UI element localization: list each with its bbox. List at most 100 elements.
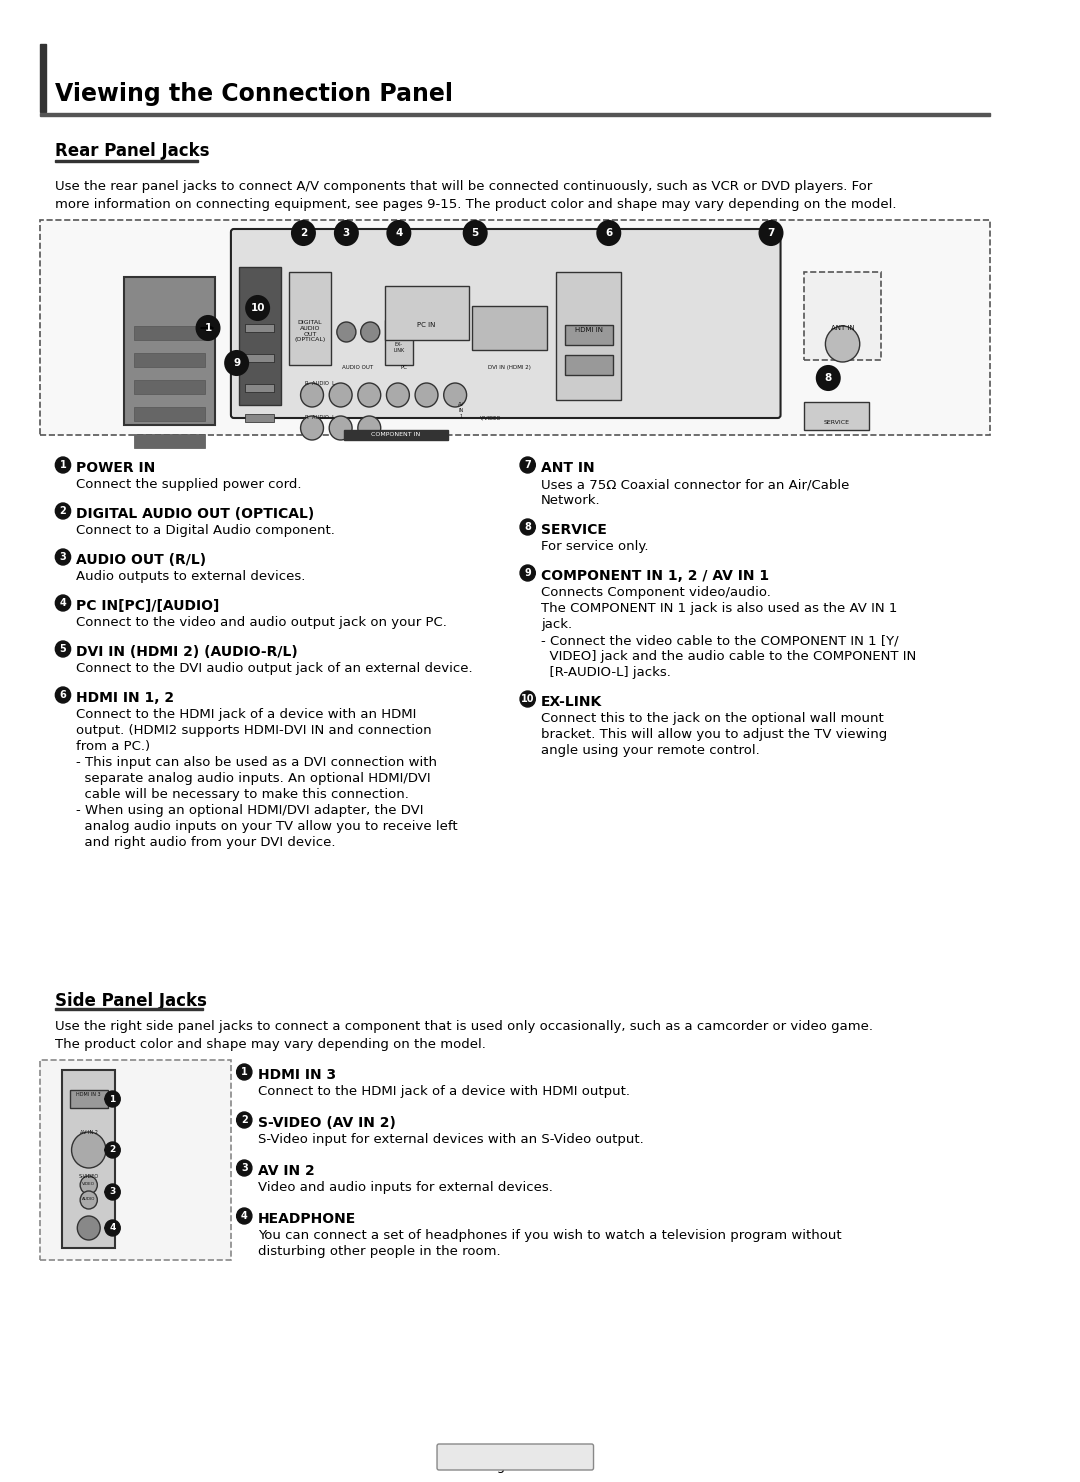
Text: Uses a 75Ω Coaxial connector for an Air/Cable: Uses a 75Ω Coaxial connector for an Air/… (541, 479, 849, 491)
Bar (565, 356, 612, 375)
Text: Connects Component video/audio.: Connects Component video/audio. (541, 585, 771, 599)
Text: VIDEO: VIDEO (82, 1183, 95, 1186)
Text: [R-AUDIO-L] jacks.: [R-AUDIO-L] jacks. (541, 665, 671, 679)
Text: HDMI IN 3: HDMI IN 3 (77, 1092, 102, 1097)
Text: R  AUDIO  L: R AUDIO L (306, 381, 336, 385)
Bar (40, 1060, 231, 1260)
Text: 3: 3 (241, 1163, 247, 1172)
Text: S-Video input for external devices with an S-Video output.: S-Video input for external devices with … (258, 1134, 644, 1146)
Text: HDMI IN: HDMI IN (575, 328, 603, 333)
Text: 1: 1 (109, 1095, 116, 1104)
Circle shape (71, 1132, 106, 1168)
Bar (134, 434, 205, 448)
Circle shape (55, 642, 70, 657)
Circle shape (55, 688, 70, 702)
Bar (245, 354, 274, 362)
Text: R  AUDIO  L: R AUDIO L (306, 415, 336, 419)
Circle shape (825, 326, 860, 362)
Text: VIDEO] jack and the audio cable to the COMPONENT IN: VIDEO] jack and the audio cable to the C… (541, 651, 916, 662)
Text: 2: 2 (241, 1114, 247, 1125)
Text: 4: 4 (395, 228, 403, 239)
Text: 5: 5 (59, 645, 66, 654)
Text: angle using your remote control.: angle using your remote control. (541, 744, 760, 757)
Circle shape (463, 221, 487, 245)
Circle shape (597, 221, 620, 245)
Text: 2: 2 (109, 1146, 116, 1154)
Circle shape (246, 296, 269, 320)
Text: PC IN[PC]/[AUDIO]: PC IN[PC]/[AUDIO] (77, 599, 219, 614)
Text: 6: 6 (605, 228, 612, 239)
Text: 8: 8 (825, 373, 832, 382)
Text: EX-LINK: EX-LINK (541, 695, 603, 708)
Bar (40, 113, 989, 116)
Circle shape (387, 382, 409, 408)
Text: from a PC.): from a PC.) (77, 740, 150, 753)
Text: Rear Panel Jacks: Rear Panel Jacks (55, 142, 210, 160)
Circle shape (78, 1217, 100, 1240)
Text: 6: 6 (59, 691, 66, 700)
Text: output. (HDMI2 supports HDMI-DVI IN and connection: output. (HDMI2 supports HDMI-DVI IN and … (77, 725, 432, 737)
Text: 2: 2 (59, 505, 66, 516)
FancyBboxPatch shape (437, 1443, 594, 1470)
Bar (55, 160, 199, 162)
Text: 5: 5 (472, 228, 478, 239)
Text: analog audio inputs on your TV allow you to receive left: analog audio inputs on your TV allow you… (77, 820, 458, 833)
Circle shape (55, 456, 70, 473)
Text: disturbing other people in the room.: disturbing other people in the room. (258, 1245, 500, 1258)
Text: PC: PC (400, 365, 407, 370)
Circle shape (329, 382, 352, 408)
Text: ANT IN: ANT IN (541, 461, 595, 476)
Text: 3: 3 (59, 551, 66, 562)
Text: Connect to a Digital Audio component.: Connect to a Digital Audio component. (77, 525, 335, 536)
Text: 9: 9 (524, 568, 531, 578)
Text: 7: 7 (767, 228, 774, 239)
Circle shape (329, 416, 352, 440)
Bar (245, 325, 274, 332)
Text: Audio outputs to external devices.: Audio outputs to external devices. (77, 571, 306, 582)
Text: COMPONENT IN: COMPONENT IN (372, 433, 420, 437)
Bar (40, 219, 989, 436)
Bar (239, 267, 282, 405)
Bar (245, 413, 274, 422)
Circle shape (237, 1160, 252, 1177)
Text: ANT IN: ANT IN (831, 325, 854, 330)
Circle shape (300, 382, 324, 408)
Text: HEADPHONE: HEADPHONE (258, 1212, 356, 1226)
Bar (805, 402, 869, 430)
Text: Side Panel Jacks: Side Panel Jacks (55, 991, 207, 1011)
Circle shape (357, 382, 381, 408)
Bar (69, 1089, 108, 1109)
Bar (134, 408, 205, 421)
Bar (124, 277, 215, 425)
Bar (472, 305, 546, 350)
Circle shape (55, 502, 70, 519)
Circle shape (300, 416, 324, 440)
Circle shape (292, 221, 315, 245)
Bar (343, 430, 448, 440)
Circle shape (197, 316, 219, 339)
Text: bracket. This will allow you to adjust the TV viewing: bracket. This will allow you to adjust t… (541, 728, 888, 741)
Circle shape (55, 594, 70, 611)
Text: AV
IN
1: AV IN 1 (458, 402, 464, 418)
Text: Connect to the HDMI jack of a device with an HDMI: Connect to the HDMI jack of a device wit… (77, 708, 417, 722)
Text: DIGITAL
AUDIO
OUT
(OPTICAL): DIGITAL AUDIO OUT (OPTICAL) (295, 320, 326, 342)
Text: Viewing the Connection Panel: Viewing the Connection Panel (55, 82, 454, 107)
Bar (134, 353, 205, 368)
Circle shape (444, 382, 467, 408)
FancyBboxPatch shape (231, 230, 781, 418)
Circle shape (237, 1208, 252, 1224)
Text: Connect to the video and audio output jack on your PC.: Connect to the video and audio output ja… (77, 617, 447, 628)
Circle shape (237, 1112, 252, 1128)
Bar (384, 286, 469, 339)
Bar (289, 273, 332, 365)
Text: The COMPONENT IN 1 jack is also used as the AV IN 1: The COMPONENT IN 1 jack is also used as … (541, 602, 897, 615)
Text: DVI IN (HDMI 2) (AUDIO-R/L): DVI IN (HDMI 2) (AUDIO-R/L) (77, 645, 298, 659)
Text: AV IN 2: AV IN 2 (258, 1163, 314, 1178)
Text: and right audio from your DVI device.: and right audio from your DVI device. (77, 836, 336, 849)
Circle shape (237, 1064, 252, 1080)
Bar (134, 326, 205, 339)
Circle shape (105, 1143, 120, 1157)
Circle shape (521, 456, 536, 473)
Text: - When using an optional HDMI/DVI adapter, the DVI: - When using an optional HDMI/DVI adapte… (77, 805, 423, 817)
Text: 1: 1 (59, 459, 66, 470)
